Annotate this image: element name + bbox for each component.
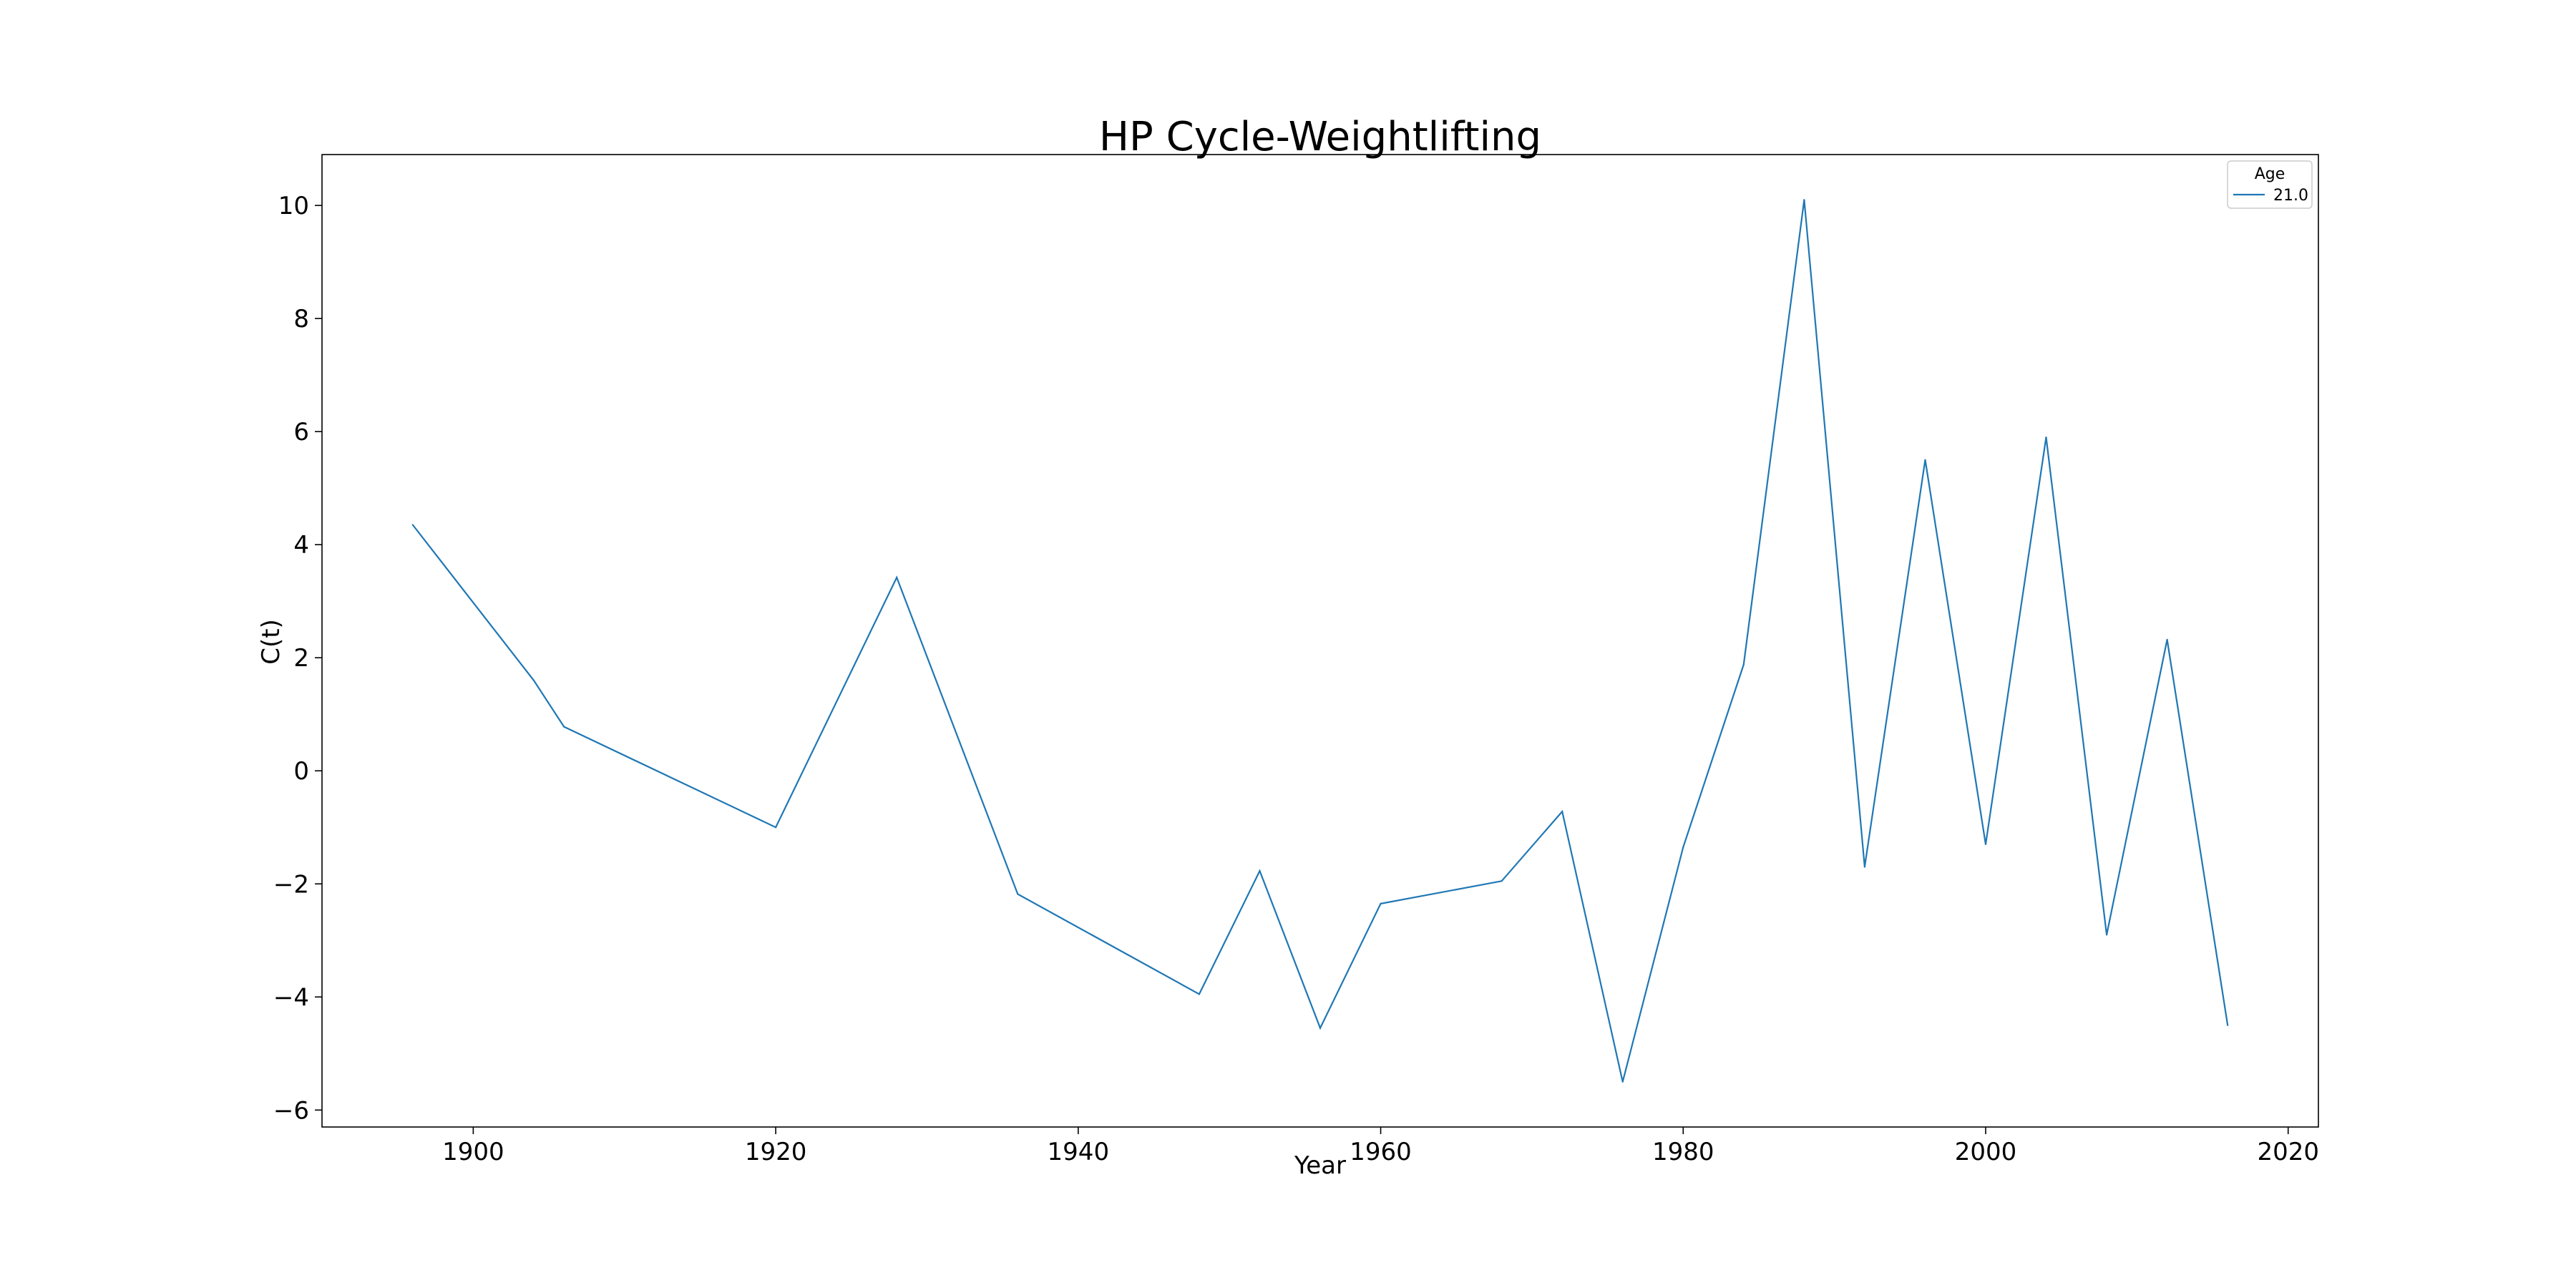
x-tick-label: 1980 [1652,1138,1714,1166]
data-point [2045,436,2047,439]
legend-series-label: 21.0 [2273,187,2308,205]
y-tick-label: 0 [293,757,309,786]
data-point [1501,880,1503,882]
x-tick-label: 1940 [1048,1138,1110,1166]
data-point [1198,993,1200,995]
x-axis-ticks: 1900 1920 1940 1960 1980 2000 2020 [442,1127,2319,1166]
data-point [1682,846,1684,848]
data-point [2227,1024,2229,1026]
legend-box [2227,160,2313,209]
data-point [775,826,777,829]
x-tick-label: 1900 [442,1138,504,1166]
chart-title: HP Cycle-Weightlifting [1099,114,1541,160]
x-axis-label: Year [1294,1151,1346,1180]
y-tick-label: 4 [293,531,309,560]
y-tick-label: −2 [273,870,309,899]
data-point [1561,811,1563,813]
legend: Age 21.0 [2227,160,2313,209]
x-tick-label: 1920 [745,1138,807,1166]
data-point [896,576,898,579]
y-tick-label: 2 [293,644,309,673]
data-point [1259,870,1261,872]
data-point [532,679,535,681]
data-point [2106,934,2108,936]
x-tick-label: 2000 [1955,1138,2017,1166]
y-tick-label: −6 [273,1096,309,1125]
y-tick-label: −4 [273,983,309,1012]
data-point [563,726,565,728]
y-axis-ticks: −6 −4 −2 0 2 4 6 8 10 [273,192,322,1125]
data-point [1924,459,1926,461]
data-point [1017,893,1019,895]
data-point [1742,663,1745,665]
data-point [1319,1027,1322,1029]
y-tick-label: 10 [278,192,309,220]
legend-title: Age [2255,165,2285,183]
series-layer [411,199,2229,1083]
y-tick-label: 8 [293,305,309,333]
y-axis-label: C(t) [257,619,286,665]
data-point [1380,902,1382,904]
data-point [1984,843,1987,845]
data-point [1621,1080,1624,1083]
y-tick-label: 6 [293,418,309,447]
data-point [2166,638,2168,641]
data-point [1863,866,1865,868]
x-tick-label: 1960 [1350,1138,1412,1166]
plot-frame [321,154,2319,1128]
data-point [411,524,414,526]
x-tick-label: 2020 [2257,1138,2319,1166]
data-point [1803,199,1805,201]
